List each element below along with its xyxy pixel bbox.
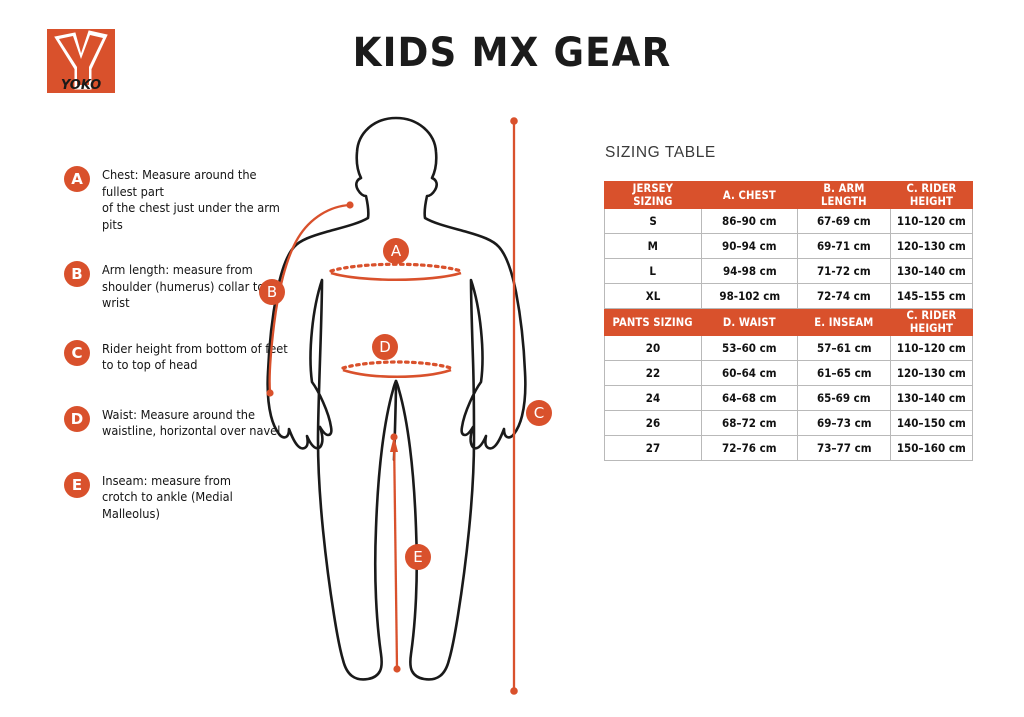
pants-cell-r1-c3: 120–130 cm [890,360,973,386]
legend-marker-d: D [64,405,90,432]
pants-cell-r3-c3: 140–150 cm [890,410,973,436]
jersey-cell-r2-c2: 71-72 cm [797,258,892,284]
diagram-marker-e: E [405,544,431,570]
jersey-cell-r1-c1: 90–94 cm [700,233,799,259]
legend-item-waist: D Waist: Measure around the waistline, h… [64,405,309,444]
pants-cell-r0-c3: 110–120 cm [890,335,973,361]
rider-height-measure-line [510,117,518,695]
pants-cell-r0-c2: 57–61 cm [797,335,892,361]
jersey-cell-r3-c2: 72-74 cm [797,283,892,309]
pants-cell-r0-c0: 20 [604,335,702,361]
table-row: 22 60–64 cm 61–65 cm 120–130 cm [604,360,973,386]
pants-cell-r0-c1: 53–60 cm [700,335,799,361]
legend-marker-c: C [64,339,90,366]
jersey-header-cell-0: JERSEY SIZING [604,181,702,209]
jersey-cell-r2-c1: 94-98 cm [700,258,799,284]
legend-item-chest: A Chest: Measure around the fullest part… [64,166,309,233]
inseam-measure-line [390,433,401,673]
jersey-cell-r0-c2: 67-69 cm [797,208,892,234]
svg-text:YOKO: YOKO [61,78,101,93]
pants-cell-r4-c0: 27 [604,435,702,461]
legend-marker-a: A [64,166,90,192]
diagram-marker-b: B [259,279,285,305]
pants-cell-r1-c1: 60–64 cm [700,360,799,386]
diagram-marker-a: A [383,238,409,264]
legend-text-inseam: Inseam: measure from crotch to ankle (Me… [102,472,233,521]
pants-header-cell-2: E. INSEAM [797,308,892,336]
page-title: KIDS MX GEAR [352,30,672,76]
waist-measure-band [341,360,453,378]
table-row: XL 98-102 cm 72-74 cm 145–155 cm [604,283,973,309]
legend-text-arm-length: Arm length: measure from shoulder (humer… [102,262,265,310]
pants-cell-r4-c3: 150–160 cm [890,435,973,461]
jersey-cell-r0-c3: 110–120 cm [890,208,973,234]
legend-item-inseam: E Inseam: measure from crotch to ankle (… [64,471,309,523]
table-row: M 90–94 cm 69-71 cm 120–130 cm [604,233,973,259]
pants-cell-r1-c0: 22 [604,360,702,386]
pants-cell-r1-c2: 61–65 cm [797,360,892,386]
table-row: 20 53–60 cm 57–61 cm 110–120 cm [604,335,973,361]
pants-cell-r4-c1: 72–76 cm [700,435,799,461]
legend-item-rider-height: C Rider height from bottom of feet to to… [64,339,309,378]
pants-cell-r2-c0: 24 [604,385,702,411]
legend-marker-b: B [64,261,90,287]
pants-cell-r3-c2: 69–73 cm [797,410,892,436]
pants-cell-r4-c2: 73–77 cm [797,435,892,461]
jersey-cell-r2-c0: L [604,258,702,284]
pants-header-row: PANTS SIZING D. WAIST E. INSEAM C. RIDER HE… [604,308,973,336]
table-row: 27 72–76 cm 73–77 cm 150–160 cm [604,435,973,461]
table-row: L 94-98 cm 71-72 cm 130–140 cm [604,258,973,284]
chest-measure-band [329,262,463,282]
pants-header-cell-1: D. WAIST [700,308,799,336]
pants-cell-r2-c3: 130–140 cm [890,385,973,411]
sizing-table-label: SIZING TABLE [605,144,716,161]
table-row: S 86–90 cm 67-69 cm 110–120 cm [604,208,973,234]
jersey-cell-r3-c1: 98-102 cm [700,283,799,309]
legend-text-rider-height: Rider height from bottom of feet to to t… [102,340,288,373]
jersey-cell-r3-c3: 145–155 cm [890,283,973,309]
jersey-header-cell-1: A. CHEST [700,181,799,209]
yoko-logo: YOKO [45,27,117,95]
diagram-marker-d: D [372,334,398,360]
diagram-marker-c: C [526,400,552,426]
legend-text-chest: Chest: Measure around the fullest part o… [102,167,280,232]
pants-cell-r3-c0: 26 [604,410,702,436]
pants-cell-r2-c2: 65-69 cm [797,385,892,411]
pants-header-cell-3: C. RIDER HEIGHT [890,308,973,336]
jersey-cell-r1-c2: 69-71 cm [797,233,892,259]
sizing-table: JERSEY SIZING A. CHEST B. ARM LENGTH C. RID… [604,181,973,461]
jersey-header-cell-3: C. RIDER HEIGHT [890,181,973,209]
legend-item-arm-length: B Arm length: measure from shoulder (hum… [64,261,309,312]
jersey-header-row: JERSEY SIZING A. CHEST B. ARM LENGTH C. RID… [604,181,973,209]
jersey-cell-r0-c1: 86–90 cm [700,208,799,234]
jersey-cell-r3-c0: XL [604,283,702,309]
pants-header-cell-0: PANTS SIZING [604,308,702,336]
jersey-cell-r1-c3: 120–130 cm [890,233,973,259]
pants-cell-r3-c1: 68–72 cm [700,410,799,436]
jersey-cell-r1-c0: M [604,233,702,259]
legend-text-waist: Waist: Measure around the waistline, hor… [102,406,281,439]
jersey-header-cell-2: B. ARM LENGTH [797,181,892,209]
table-row: 26 68–72 cm 69–73 cm 140–150 cm [604,410,973,436]
pants-cell-r2-c1: 64–68 cm [700,385,799,411]
table-row: 24 64–68 cm 65-69 cm 130–140 cm [604,385,973,411]
measurement-legend: A Chest: Measure around the fullest part… [64,166,309,550]
legend-marker-e: E [64,471,90,498]
jersey-cell-r0-c0: S [604,208,702,234]
jersey-cell-r2-c3: 130–140 cm [890,258,973,284]
